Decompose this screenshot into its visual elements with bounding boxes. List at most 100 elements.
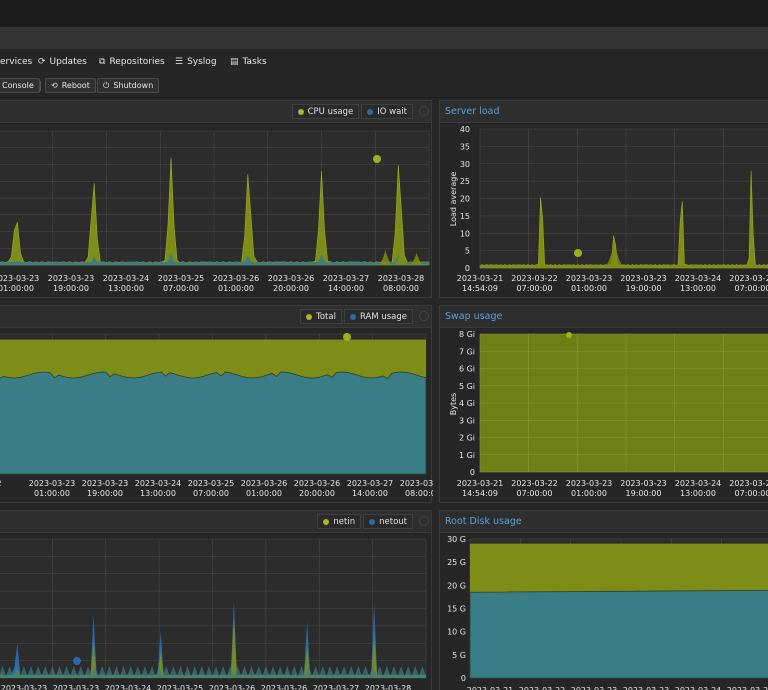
legend-netout[interactable]: netout [363, 514, 413, 529]
x-tick-label: 2023-03-26 [213, 274, 260, 283]
legend-dot-icon [349, 313, 356, 320]
y-tick-label: 1 Gi [459, 451, 475, 460]
node-toolbar: Console ⟲ Reboot ⏻ Shutdown [0, 74, 768, 98]
io-wait-area [0, 252, 429, 265]
x-tick-label: 2023-03-23 [1, 684, 48, 690]
x-tick-label: 2023-03-24 [105, 684, 152, 690]
x-tick-label: 2023-03-26 [294, 479, 341, 488]
y-tick-label: 6 Gi [459, 365, 475, 374]
x-tick-label: 01:00:00 [571, 489, 607, 498]
tasks-icon: ▤ [230, 57, 239, 67]
tab-updates[interactable]: ⟳ Updates [38, 57, 87, 67]
y-tick-label: 10 [460, 229, 470, 238]
toggle-circle-icon[interactable] [419, 516, 429, 526]
shutdown-button[interactable]: ⏻ Shutdown [97, 78, 160, 93]
x-tick-label: 2023-03-22 [511, 274, 558, 283]
y-tick-label: 10 G [447, 628, 466, 637]
x-tick-label: 13:00:00 [140, 489, 176, 498]
panel-title: Server load [445, 106, 500, 117]
x-tick-label: 2023-03-26 [241, 479, 288, 488]
x-tick-label: 19:00:00 [626, 489, 662, 498]
x-tick-label: 2023-03-28 [378, 274, 425, 283]
cpu-hover-marker [373, 155, 381, 163]
mem-hover-marker [343, 333, 351, 341]
panel-header: netin netout [0, 511, 431, 533]
legend-dot-icon [297, 108, 304, 115]
x-tick-label: 2023-03-25 [729, 274, 768, 283]
x-tick-label: 07:00:00 [193, 489, 229, 498]
y-tick-label: 20 G [447, 581, 466, 590]
x-tick-label: 2023-03-27 [313, 684, 360, 690]
x-tick-label: 20:00:00 [273, 284, 309, 293]
panel-header: CPU usage IO wait [0, 101, 431, 123]
x-tick-label: 2023-03-24 [675, 479, 722, 488]
legend-cpu-usage[interactable]: CPU usage [291, 104, 360, 119]
network-chart: 2023-03-23 2023-03-23 2023-03-24 2023-03-25… [0, 538, 427, 690]
reboot-icon: ⟲ [51, 81, 58, 90]
y-tick-label: 0 [465, 264, 470, 273]
reboot-button[interactable]: ⟲ Reboot [45, 78, 96, 93]
breadcrumb-bar [0, 27, 768, 49]
tab-repositories[interactable]: ⧉ Repositories [99, 57, 165, 67]
x-tick-label: 13:00:00 [680, 489, 716, 498]
legend-dot-icon [306, 313, 313, 320]
x-tick-label: 2023-03-23 [620, 479, 667, 488]
y-tick-label: 15 G [447, 605, 466, 614]
x-tick-label: 2023-03-25 [188, 479, 235, 488]
x-tick-label: 2023-03-21 [457, 274, 504, 283]
x-tick-label: 2023-03-22 [511, 479, 558, 488]
y-tick-label: 30 G [447, 535, 466, 544]
disk-used-area [469, 589, 768, 679]
top-header-bar [0, 0, 768, 27]
x-tick-label: 2023-03-23 [566, 479, 613, 488]
legend-netin[interactable]: netin [317, 514, 362, 529]
repositories-icon: ⧉ [99, 57, 106, 67]
legend-io-wait[interactable]: IO wait [361, 104, 413, 119]
tab-tasks[interactable]: ▤ Tasks [230, 57, 267, 67]
legend-total[interactable]: Total [300, 309, 342, 324]
network-baseline-area [0, 666, 426, 678]
load-average-bump [480, 246, 768, 268]
y-tick-label: 5 G [452, 651, 466, 660]
x-tick-label: 2023-03-22 [519, 686, 566, 690]
tab-services[interactable]: ervices [0, 57, 33, 67]
server-load-chart: 40 35 30 25 20 15 10 5 0 Load average 2023-03-2114… [449, 125, 768, 293]
legend-dot-icon [369, 518, 376, 525]
x-tick-label: 2023-03-23 [48, 274, 95, 283]
x-tick-label: 20:00:00 [299, 489, 335, 498]
x-tick-label: 13:00:00 [680, 284, 716, 293]
list-icon: ☰ [175, 57, 184, 67]
x-tick-label: 07:00:00 [735, 489, 768, 498]
panel-header: Server load [440, 101, 768, 123]
y-tick-label: 0 [461, 674, 466, 683]
panel-header: Total RAM usage [0, 306, 431, 328]
x-tick-label: 01:00:00 [0, 284, 34, 293]
toggle-circle-icon[interactable] [419, 311, 429, 321]
console-button[interactable]: Console [0, 78, 40, 93]
toggle-circle-icon[interactable] [419, 106, 429, 116]
x-tick-label: 2023-03-24 [675, 686, 722, 690]
y-tick-label: 8 Gi [459, 330, 475, 339]
x-tick-label: 07:00:00 [163, 284, 199, 293]
panel-title: Root Disk usage [445, 516, 522, 527]
swap-chart: 8 Gi 7 Gi 6 Gi 5 Gi 4 Gi 3 Gi 2 Gi 1 Gi 0 Bytes 20… [449, 330, 768, 498]
server-load-panel: Server load 40 35 30 25 20 15 10 5 0 Load average… [439, 100, 768, 298]
panel-title: Swap usage [445, 311, 503, 322]
tab-syslog[interactable]: ☰ Syslog [175, 57, 217, 67]
y-tick-label: 40 [460, 125, 470, 134]
memory-chart: 22023-03-2301:00:002023-03-2319:00:00202… [0, 333, 433, 498]
x-tick-label: 13:00:00 [108, 284, 144, 293]
y-tick-label: 25 G [447, 558, 466, 567]
chart-legend: netin netout [317, 514, 429, 529]
power-icon: ⏻ [103, 80, 110, 90]
x-tick-label: 2023-03-23 [0, 274, 39, 283]
x-tick-label: 08:00:00 [383, 284, 419, 293]
x-tick-label: 2023-03-26 [268, 274, 315, 283]
legend-dot-icon [323, 518, 330, 525]
y-tick-label: 0 [470, 468, 475, 477]
net-hover-marker [73, 657, 81, 665]
x-tick-label: 07:00:00 [517, 489, 553, 498]
legend-ram-usage[interactable]: RAM usage [343, 309, 413, 324]
x-tick-label: 08:00:00 [405, 489, 433, 498]
y-tick-label: 3 Gi [459, 416, 475, 425]
